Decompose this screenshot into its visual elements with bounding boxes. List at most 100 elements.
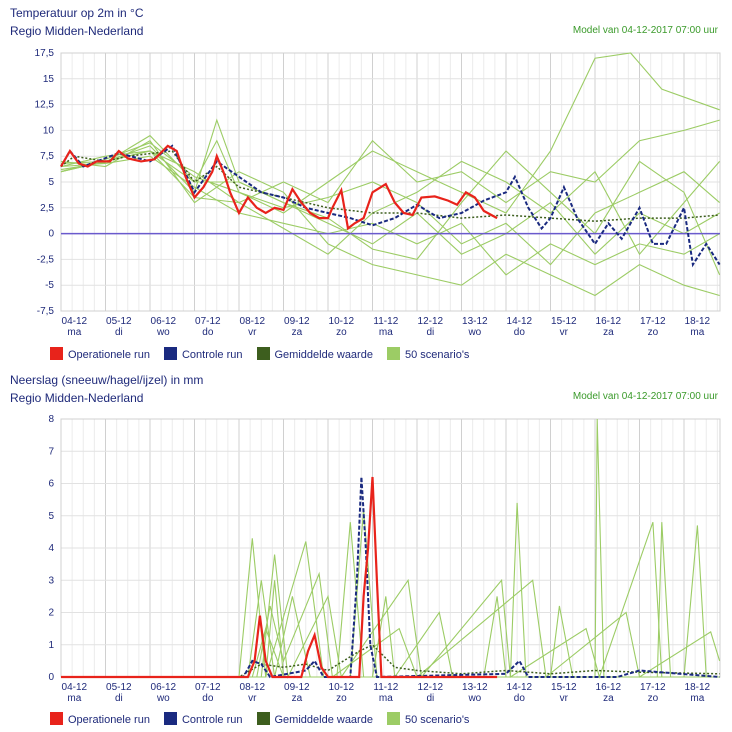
temp-legend: Operationele run Controle run Gemiddelde… — [50, 347, 469, 361]
legend-label: Gemiddelde waarde — [274, 714, 373, 726]
precip-x-tick-date: 11-12 — [373, 682, 398, 693]
legend-label: Operationele run — [68, 714, 150, 726]
temp-y-tick: 5 — [48, 177, 54, 188]
precip-control-line — [61, 476, 720, 679]
precip-x-tick-date: 15-12 — [551, 682, 577, 693]
legend-operational[interactable]: Operationele run — [50, 712, 150, 726]
precip-x-tick-weekday: wo — [467, 693, 481, 704]
temp-scenario-line — [60, 52, 720, 214]
temp-x-tick-weekday: zo — [336, 327, 347, 338]
precip-subtitle: Regio Midden-Nederland — [10, 391, 144, 405]
legend-label: Gemiddelde waarde — [274, 349, 373, 361]
precip-x-tick-date: 07-12 — [195, 682, 221, 693]
precip-x-tick-date: 12-12 — [418, 682, 444, 693]
precip-legend: Operationele run Controle run Gemiddelde… — [50, 712, 469, 726]
temp-x-tick-date: 17-12 — [640, 316, 666, 327]
temp-y-tick: -5 — [45, 280, 54, 291]
temp-x-tick-weekday: do — [514, 327, 526, 338]
legend-label: Controle run — [181, 349, 243, 361]
legend-mean[interactable]: Gemiddelde waarde — [256, 347, 373, 361]
temp-x-tick-weekday: zo — [648, 327, 659, 338]
legend-operational[interactable]: Operationele run — [50, 347, 150, 361]
legend-mean[interactable]: Gemiddelde waarde — [256, 712, 373, 726]
precip-scenario-line — [61, 571, 721, 679]
legend-label: Controle run — [181, 714, 243, 726]
precip-y-tick: 7 — [48, 446, 54, 457]
precip-x-tick-date: 16-12 — [596, 682, 622, 693]
temp-scenario-line — [60, 134, 721, 276]
precip-scenario-line — [61, 522, 663, 679]
temp-x-tick-weekday: wo — [467, 327, 481, 338]
temp-y-tick: -2,5 — [37, 254, 55, 265]
temp-x-tick-date: 14-12 — [507, 316, 533, 327]
precip-scenario-line — [61, 525, 707, 679]
temp-x-tick-date: 04-12 — [62, 316, 88, 327]
temp-y-tick: 12,5 — [35, 100, 55, 111]
precip-model-run: Model van 04-12-2017 07:00 uur — [572, 391, 718, 402]
temp-x-tick-weekday: di — [426, 327, 434, 338]
legend-control[interactable]: Controle run — [163, 712, 243, 726]
temp-x-tick-date: 15-12 — [551, 316, 577, 327]
precip-y-tick: 5 — [48, 511, 54, 522]
precip-x-tick-weekday: vr — [248, 693, 257, 704]
precip-y-tick: 3 — [48, 575, 54, 586]
temp-scenario-line — [60, 155, 720, 276]
temp-y-tick: 15 — [43, 74, 55, 85]
precip-x-tick-weekday: di — [426, 693, 434, 704]
temp-control-line — [60, 144, 721, 268]
temp-x-tick-weekday: za — [292, 327, 303, 338]
temp-operational-line — [60, 144, 498, 231]
precip-x-tick-date: 06-12 — [151, 682, 177, 693]
precip-x-tick-weekday: wo — [156, 693, 170, 704]
temp-x-tick-weekday: za — [603, 327, 614, 338]
legend-label: 50 scenario's — [404, 714, 470, 726]
precip-x-tick-date: 08-12 — [240, 682, 266, 693]
temp-y-tick: 0 — [48, 229, 54, 240]
temp-x-tick-weekday: di — [115, 327, 123, 338]
temp-y-tick: 7,5 — [40, 151, 54, 162]
precip-x-tick-date: 14-12 — [507, 682, 533, 693]
temp-scenario-line — [60, 139, 720, 297]
temp-x-tick-weekday: vr — [248, 327, 257, 338]
precip-y-tick: 4 — [48, 543, 54, 554]
temp-x-tick-date: 13-12 — [462, 316, 488, 327]
legend-scenarios[interactable]: 50 scenario's — [386, 347, 470, 361]
legend-scenarios[interactable]: 50 scenario's — [386, 712, 470, 726]
temp-x-tick-weekday: do — [202, 327, 214, 338]
temp-y-tick: 17,5 — [35, 48, 55, 59]
temp-x-tick-date: 05-12 — [106, 316, 132, 327]
temp-x-tick-date: 16-12 — [596, 316, 622, 327]
temp-title: Temperatuur op 2m in °C — [10, 6, 144, 20]
precip-x-tick-weekday: do — [514, 693, 526, 704]
temp-x-tick-date: 07-12 — [195, 316, 221, 327]
precip-y-tick: 6 — [48, 479, 54, 490]
precip-x-tick-date: 04-12 — [62, 682, 88, 693]
temp-scenario-line — [60, 142, 720, 266]
precip-mean-line — [61, 643, 720, 678]
temp-model-run: Model van 04-12-2017 07:00 uur — [572, 25, 718, 36]
temp-x-tick-date: 09-12 — [284, 316, 310, 327]
temp-x-tick-weekday: ma — [379, 327, 393, 338]
precip-x-tick-weekday: zo — [336, 693, 347, 704]
temp-y-tick: 2,5 — [40, 203, 54, 214]
temp-x-tick-date: 08-12 — [240, 316, 266, 327]
temp-x-tick-weekday: wo — [156, 327, 170, 338]
temp-x-tick-weekday: vr — [560, 327, 569, 338]
temp-x-tick-date: 12-12 — [418, 316, 444, 327]
precip-x-tick-weekday: di — [115, 693, 123, 704]
precip-x-tick-weekday: ma — [67, 693, 81, 704]
legend-label: 50 scenario's — [404, 349, 470, 361]
legend-control[interactable]: Controle run — [163, 347, 243, 361]
precip-x-tick-weekday: za — [603, 693, 614, 704]
precip-x-tick-date: 05-12 — [106, 682, 132, 693]
precip-x-tick-weekday: ma — [379, 693, 393, 704]
legend-label: Operationele run — [68, 349, 150, 361]
precip-operational-line — [61, 476, 498, 679]
temp-x-tick-weekday: ma — [67, 327, 81, 338]
temp-y-tick: 10 — [43, 125, 55, 136]
precip-x-tick-date: 18-12 — [685, 682, 711, 693]
precip-x-tick-date: 09-12 — [284, 682, 310, 693]
precip-y-tick: 1 — [48, 640, 54, 651]
temp-x-tick-date: 11-12 — [373, 316, 398, 327]
